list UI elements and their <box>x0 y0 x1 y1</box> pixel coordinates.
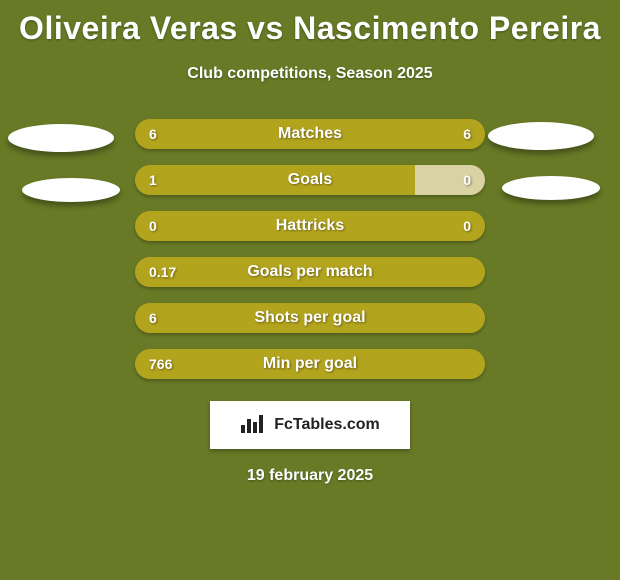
decorative-ellipse <box>488 122 594 150</box>
bar-right <box>415 165 485 195</box>
comparison-row: 0.17Goals per match <box>135 257 485 287</box>
bar-right <box>310 211 485 241</box>
footer-date: 19 february 2025 <box>0 467 620 485</box>
bar-left <box>135 303 485 333</box>
bar-left <box>135 165 415 195</box>
bar-left <box>135 211 310 241</box>
decorative-ellipse <box>22 178 120 202</box>
decorative-ellipse <box>8 124 114 152</box>
decorative-ellipse <box>502 176 600 200</box>
comparison-row: 66Matches <box>135 119 485 149</box>
page-subtitle: Club competitions, Season 2025 <box>0 65 620 83</box>
comparison-row: 766Min per goal <box>135 349 485 379</box>
bar-left <box>135 257 485 287</box>
source-badge: FcTables.com <box>210 401 410 449</box>
source-badge-text: FcTables.com <box>274 416 380 434</box>
comparison-row: 10Goals <box>135 165 485 195</box>
page-title: Oliveira Veras vs Nascimento Pereira <box>0 0 620 47</box>
comparison-row: 6Shots per goal <box>135 303 485 333</box>
bar-chart-icon <box>240 413 266 438</box>
bar-left <box>135 349 485 379</box>
bar-right <box>310 119 485 149</box>
bar-left <box>135 119 310 149</box>
comparison-chart: 66Matches 10Goals 00Hattricks 0.17Goals per… <box>135 119 485 379</box>
comparison-row: 00Hattricks <box>135 211 485 241</box>
